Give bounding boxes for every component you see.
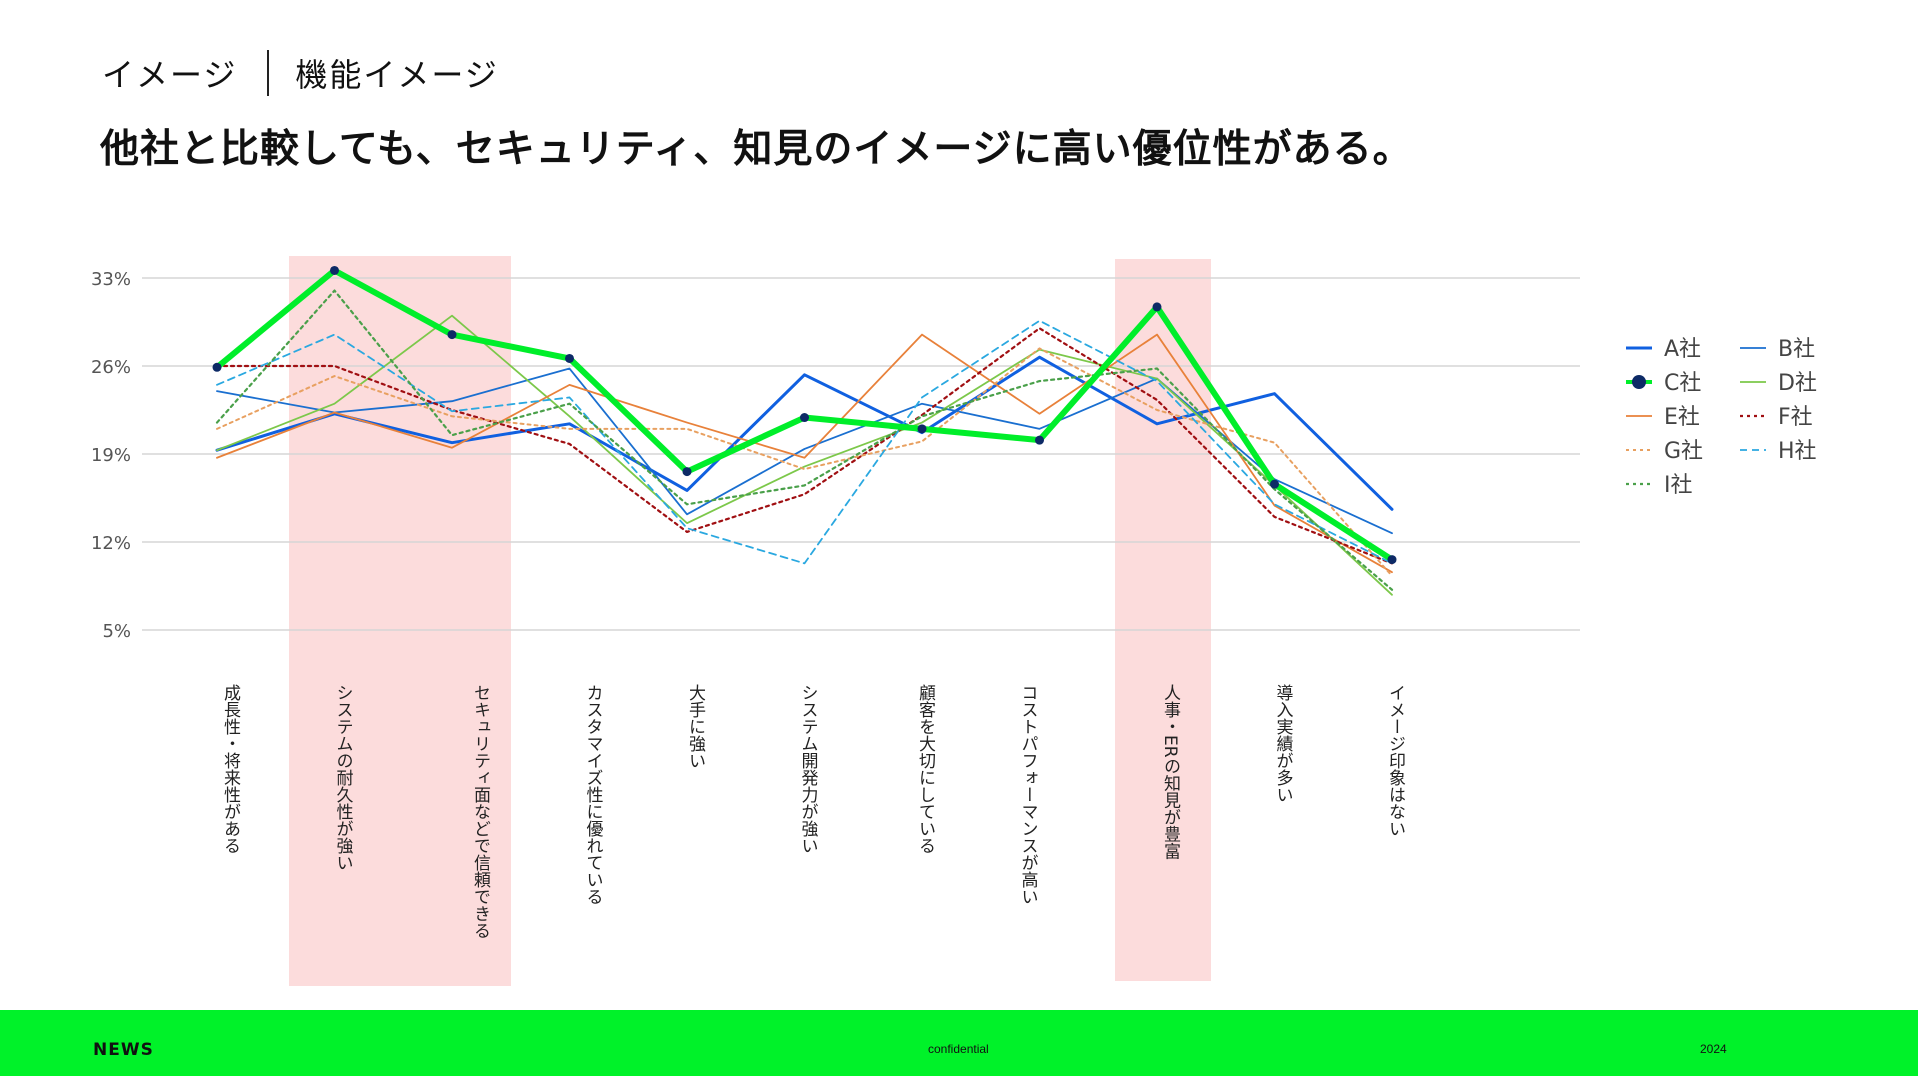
data-point-C社 (447, 330, 457, 340)
y-tick-label: 5% (102, 621, 131, 642)
legend-label: B社 (1778, 337, 1815, 362)
legend-marker (1632, 375, 1646, 389)
x-category-label: カスタマイズ性に優れている (583, 684, 604, 905)
x-category-label: 顧客を大切にしている (915, 684, 936, 854)
legend-label: I社 (1664, 473, 1693, 498)
data-point-C社 (800, 413, 809, 423)
x-category-label: 導入実績が多い (1273, 684, 1294, 803)
header-divider (267, 50, 270, 96)
section-label: イメージ (102, 56, 238, 94)
data-point-C社 (1270, 479, 1279, 489)
footer-bar: NEWS confidential 2024 (0, 1010, 1918, 1076)
series-line-D社 (216, 314, 1393, 596)
data-point-C社 (1152, 302, 1162, 312)
data-point-C社 (917, 424, 927, 434)
series-line-B社 (216, 367, 1393, 535)
x-category-label: 成長性・将来性がある (220, 684, 241, 854)
series-line-H社 (216, 319, 1393, 565)
data-point-C社 (330, 265, 339, 275)
series-line-E社 (216, 333, 1393, 574)
legend-label: D社 (1778, 371, 1817, 396)
subsection-label: 機能イメージ (295, 56, 499, 94)
headline: 他社と比較しても、セキュリティ、知見のイメージに高い優位性がある。 (100, 127, 1413, 172)
series-line-I社 (215, 289, 1394, 591)
data-point-C社 (1387, 555, 1397, 565)
y-tick-label: 12% (91, 533, 131, 554)
confidential-label: confidential (928, 1042, 989, 1056)
x-category-label: システム開発力が強い (798, 684, 819, 854)
x-category-label: イメージ印象はない (1385, 684, 1406, 837)
x-category-label: 大手に強い (685, 684, 706, 769)
highlight-band (1115, 259, 1211, 981)
y-tick-label: 33% (91, 269, 131, 290)
x-category-label: セキュリティ面などで信頼できる (470, 684, 491, 939)
year-label: 2024 (1700, 1042, 1727, 1056)
data-point-C社 (682, 467, 692, 477)
data-point-C社 (565, 353, 574, 363)
series-line-F社 (215, 327, 1394, 565)
legend-label: G社 (1664, 439, 1703, 464)
legend-label: H社 (1778, 439, 1817, 464)
legend-label: E社 (1664, 405, 1700, 430)
x-category-label: コストパフォーマンスが高い (1018, 684, 1038, 905)
legend-label: F社 (1778, 405, 1813, 430)
line-chart: 5% 12% 19% 26% 33% 成長性・将来性がある システムの耐久性が強い セキュリテ… (91, 256, 1817, 986)
y-tick-label: 19% (91, 445, 131, 466)
y-tick-label: 26% (91, 357, 131, 378)
legend-label: A社 (1664, 337, 1701, 362)
x-category-label: 人事・ERの知見が豊富 (1160, 684, 1181, 860)
legend-label: C社 (1664, 371, 1701, 396)
slide-header: イメージ 機能イメージ (102, 50, 499, 96)
data-point-C社 (1035, 435, 1044, 445)
data-point-C社 (212, 362, 222, 372)
x-category-label: システムの耐久性が強い (333, 684, 354, 871)
brand-logo: NEWS (93, 1040, 154, 1060)
